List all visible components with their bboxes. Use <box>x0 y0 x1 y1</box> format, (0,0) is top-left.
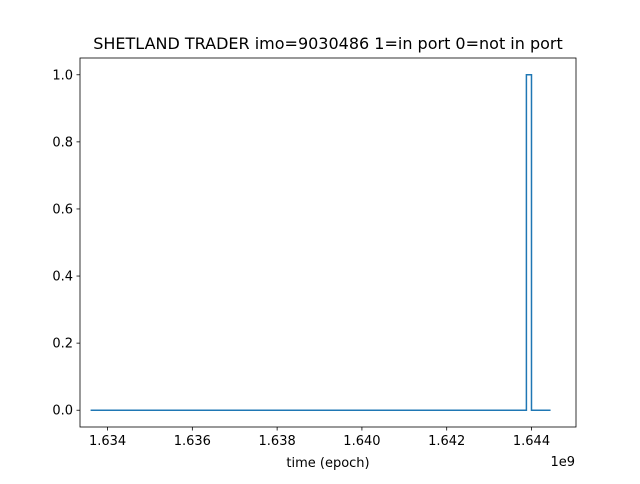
x-axis: 1.634 1.636 1.638 1.640 1.642 1.644 <box>89 427 550 449</box>
x-tick-label: 1.638 <box>259 434 296 449</box>
x-tick-label: 1.640 <box>343 434 380 449</box>
series-line-0 <box>90 74 551 411</box>
y-tick-label: 0.8 <box>52 135 73 150</box>
x-tick-label: 1.634 <box>89 434 126 449</box>
y-axis: 0.0 0.2 0.4 0.6 0.8 1.0 <box>52 68 80 419</box>
x-tick-label: 1.642 <box>428 434 465 449</box>
x-tick-label: 1.644 <box>513 434 550 449</box>
y-tick-label: 1.0 <box>52 68 73 83</box>
x-tick-label: 1.636 <box>174 434 211 449</box>
x-axis-offset-label: 1e9 <box>550 455 575 470</box>
y-tick-label: 0.0 <box>52 404 73 419</box>
y-tick-label: 0.4 <box>52 270 73 285</box>
plot-area <box>79 57 577 428</box>
y-tick-label: 0.6 <box>52 202 73 217</box>
x-axis-label: time (epoch) <box>286 456 369 471</box>
y-tick-label: 0.2 <box>52 337 73 352</box>
chart-title: SHETLAND TRADER imo=9030486 1=in port 0=… <box>93 34 563 53</box>
plot-frame <box>79 57 577 428</box>
